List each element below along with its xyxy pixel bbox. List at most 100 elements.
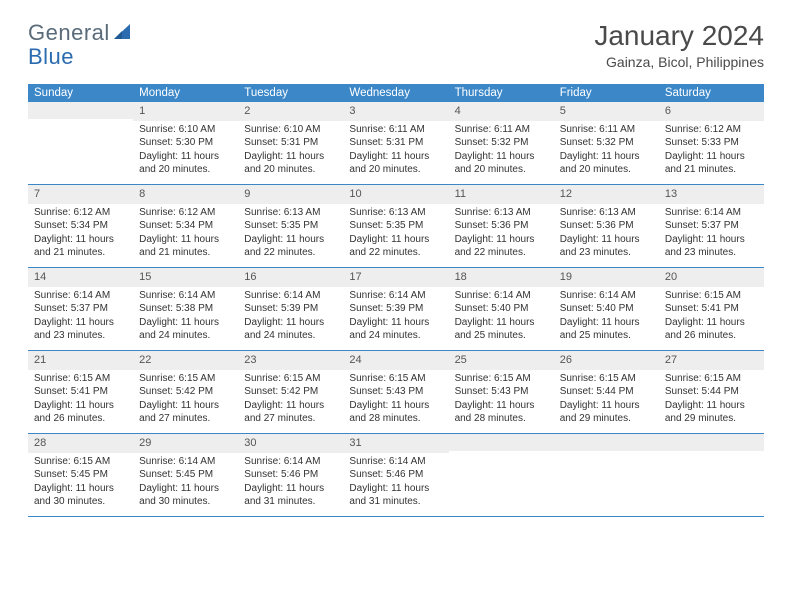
- sunrise-text: Sunrise: 6:15 AM: [560, 372, 653, 386]
- sunrise-text: Sunrise: 6:14 AM: [665, 206, 758, 220]
- daylight-text: Daylight: 11 hours and 26 minutes.: [665, 316, 758, 343]
- sunset-text: Sunset: 5:34 PM: [34, 219, 127, 233]
- day-cell: 23Sunrise: 6:15 AMSunset: 5:42 PMDayligh…: [238, 351, 343, 433]
- daylight-text: Daylight: 11 hours and 22 minutes.: [455, 233, 548, 260]
- day-number: 17: [343, 268, 448, 287]
- daylight-text: Daylight: 11 hours and 29 minutes.: [665, 399, 758, 426]
- day-number: 28: [28, 434, 133, 453]
- day-details: Sunrise: 6:14 AMSunset: 5:37 PMDaylight:…: [659, 204, 764, 264]
- month-title: January 2024: [594, 20, 764, 52]
- sunset-text: Sunset: 5:33 PM: [665, 136, 758, 150]
- day-number: 31: [343, 434, 448, 453]
- sunset-text: Sunset: 5:43 PM: [349, 385, 442, 399]
- day-number: 27: [659, 351, 764, 370]
- day-cell: 14Sunrise: 6:14 AMSunset: 5:37 PMDayligh…: [28, 268, 133, 350]
- sunset-text: Sunset: 5:45 PM: [139, 468, 232, 482]
- daylight-text: Daylight: 11 hours and 24 minutes.: [349, 316, 442, 343]
- sunset-text: Sunset: 5:41 PM: [34, 385, 127, 399]
- sunrise-text: Sunrise: 6:15 AM: [349, 372, 442, 386]
- sunset-text: Sunset: 5:44 PM: [560, 385, 653, 399]
- day-details: Sunrise: 6:13 AMSunset: 5:35 PMDaylight:…: [343, 204, 448, 264]
- day-cell: [28, 102, 133, 184]
- sunrise-text: Sunrise: 6:14 AM: [560, 289, 653, 303]
- day-cell: 29 Sunrise: 6:14 AMSunset: 5:45 PMDayligh…: [133, 434, 238, 516]
- sunset-text: Sunset: 5:41 PM: [665, 302, 758, 316]
- day-number: [659, 434, 764, 451]
- logo-text-2: Blue: [28, 44, 74, 69]
- logo-sail-icon: [112, 21, 134, 46]
- day-cell: 17Sunrise: 6:14 AMSunset: 5:39 PMDayligh…: [343, 268, 448, 350]
- sunrise-text: Sunrise: 6:14 AM: [244, 455, 337, 469]
- day-details: Sunrise: 6:14 AMSunset: 5:40 PMDaylight:…: [449, 287, 554, 347]
- sunrise-text: Sunrise: 6:12 AM: [139, 206, 232, 220]
- sunset-text: Sunset: 5:42 PM: [244, 385, 337, 399]
- day-cell: 7Sunrise: 6:12 AMSunset: 5:34 PMDaylight…: [28, 185, 133, 267]
- day-number: 11: [449, 185, 554, 204]
- daylight-text: Daylight: 11 hours and 21 minutes.: [665, 150, 758, 177]
- day-details: Sunrise: 6:13 AMSunset: 5:36 PMDaylight:…: [449, 204, 554, 264]
- sunrise-text: Sunrise: 6:14 AM: [139, 455, 232, 469]
- daylight-text: Daylight: 11 hours and 20 minutes.: [349, 150, 442, 177]
- day-cell: 25Sunrise: 6:15 AMSunset: 5:43 PMDayligh…: [449, 351, 554, 433]
- day-cell: 27Sunrise: 6:15 AMSunset: 5:44 PMDayligh…: [659, 351, 764, 433]
- day-cell: [554, 434, 659, 516]
- weekday-thu: Thursday: [449, 84, 554, 102]
- day-number: [449, 434, 554, 451]
- day-details: Sunrise: 6:15 AMSunset: 5:41 PMDaylight:…: [28, 370, 133, 430]
- daylight-text: Daylight: 11 hours and 29 minutes.: [560, 399, 653, 426]
- sunrise-text: Sunrise: 6:14 AM: [349, 455, 442, 469]
- day-details: Sunrise: 6:15 AMSunset: 5:43 PMDaylight:…: [449, 370, 554, 430]
- day-cell: 2Sunrise: 6:10 AMSunset: 5:31 PMDaylight…: [238, 102, 343, 184]
- day-cell: 28Sunrise: 6:15 AMSunset: 5:45 PMDayligh…: [28, 434, 133, 516]
- daylight-text: Daylight: 11 hours and 23 minutes.: [560, 233, 653, 260]
- day-cell: 1Sunrise: 6:10 AMSunset: 5:30 PMDaylight…: [133, 102, 238, 184]
- day-details: Sunrise: 6:12 AMSunset: 5:34 PMDaylight:…: [28, 204, 133, 264]
- day-number: 14: [28, 268, 133, 287]
- day-details: Sunrise: 6:15 AMSunset: 5:42 PMDaylight:…: [133, 370, 238, 430]
- day-cell: 8Sunrise: 6:12 AMSunset: 5:34 PMDaylight…: [133, 185, 238, 267]
- sunrise-text: Sunrise: 6:11 AM: [455, 123, 548, 137]
- header: General January 2024 Gainza, Bicol, Phil…: [28, 20, 764, 70]
- day-number: 21: [28, 351, 133, 370]
- sunrise-text: Sunrise: 6:14 AM: [349, 289, 442, 303]
- sunrise-text: Sunrise: 6:15 AM: [455, 372, 548, 386]
- day-cell: 30Sunrise: 6:14 AMSunset: 5:46 PMDayligh…: [238, 434, 343, 516]
- day-cell: 5Sunrise: 6:11 AMSunset: 5:32 PMDaylight…: [554, 102, 659, 184]
- daylight-text: Daylight: 11 hours and 25 minutes.: [455, 316, 548, 343]
- sunset-text: Sunset: 5:42 PM: [139, 385, 232, 399]
- week-row: 14Sunrise: 6:14 AMSunset: 5:37 PMDayligh…: [28, 268, 764, 351]
- day-cell: 15Sunrise: 6:14 AMSunset: 5:38 PMDayligh…: [133, 268, 238, 350]
- sunrise-text: Sunrise: 6:15 AM: [665, 289, 758, 303]
- day-cell: 16Sunrise: 6:14 AMSunset: 5:39 PMDayligh…: [238, 268, 343, 350]
- day-cell: 6Sunrise: 6:12 AMSunset: 5:33 PMDaylight…: [659, 102, 764, 184]
- day-number: 29: [133, 434, 238, 453]
- day-number: 23: [238, 351, 343, 370]
- sunset-text: Sunset: 5:31 PM: [349, 136, 442, 150]
- sunset-text: Sunset: 5:43 PM: [455, 385, 548, 399]
- day-number: 9: [238, 185, 343, 204]
- day-cell: 21Sunrise: 6:15 AMSunset: 5:41 PMDayligh…: [28, 351, 133, 433]
- weekday-sun: Sunday: [28, 84, 133, 102]
- day-number: 18: [449, 268, 554, 287]
- day-details: Sunrise: 6:11 AMSunset: 5:31 PMDaylight:…: [343, 121, 448, 181]
- daylight-text: Daylight: 11 hours and 28 minutes.: [455, 399, 548, 426]
- daylight-text: Daylight: 11 hours and 27 minutes.: [244, 399, 337, 426]
- daylight-text: Daylight: 11 hours and 22 minutes.: [349, 233, 442, 260]
- day-details: Sunrise: 6:15 AMSunset: 5:42 PMDaylight:…: [238, 370, 343, 430]
- sunrise-text: Sunrise: 6:11 AM: [349, 123, 442, 137]
- day-details: Sunrise: 6:13 AMSunset: 5:36 PMDaylight:…: [554, 204, 659, 264]
- sunset-text: Sunset: 5:39 PM: [244, 302, 337, 316]
- week-row: 7Sunrise: 6:12 AMSunset: 5:34 PMDaylight…: [28, 185, 764, 268]
- day-details: Sunrise: 6:10 AMSunset: 5:30 PMDaylight:…: [133, 121, 238, 181]
- day-number: 20: [659, 268, 764, 287]
- day-cell: 19Sunrise: 6:14 AMSunset: 5:40 PMDayligh…: [554, 268, 659, 350]
- daylight-text: Daylight: 11 hours and 30 minutes.: [139, 482, 232, 509]
- sunrise-text: Sunrise: 6:14 AM: [34, 289, 127, 303]
- day-number: [28, 102, 133, 119]
- day-number: 5: [554, 102, 659, 121]
- sunset-text: Sunset: 5:35 PM: [349, 219, 442, 233]
- sunrise-text: Sunrise: 6:13 AM: [560, 206, 653, 220]
- day-details: Sunrise: 6:15 AMSunset: 5:44 PMDaylight:…: [554, 370, 659, 430]
- day-number: 3: [343, 102, 448, 121]
- day-details: Sunrise: 6:15 AMSunset: 5:43 PMDaylight:…: [343, 370, 448, 430]
